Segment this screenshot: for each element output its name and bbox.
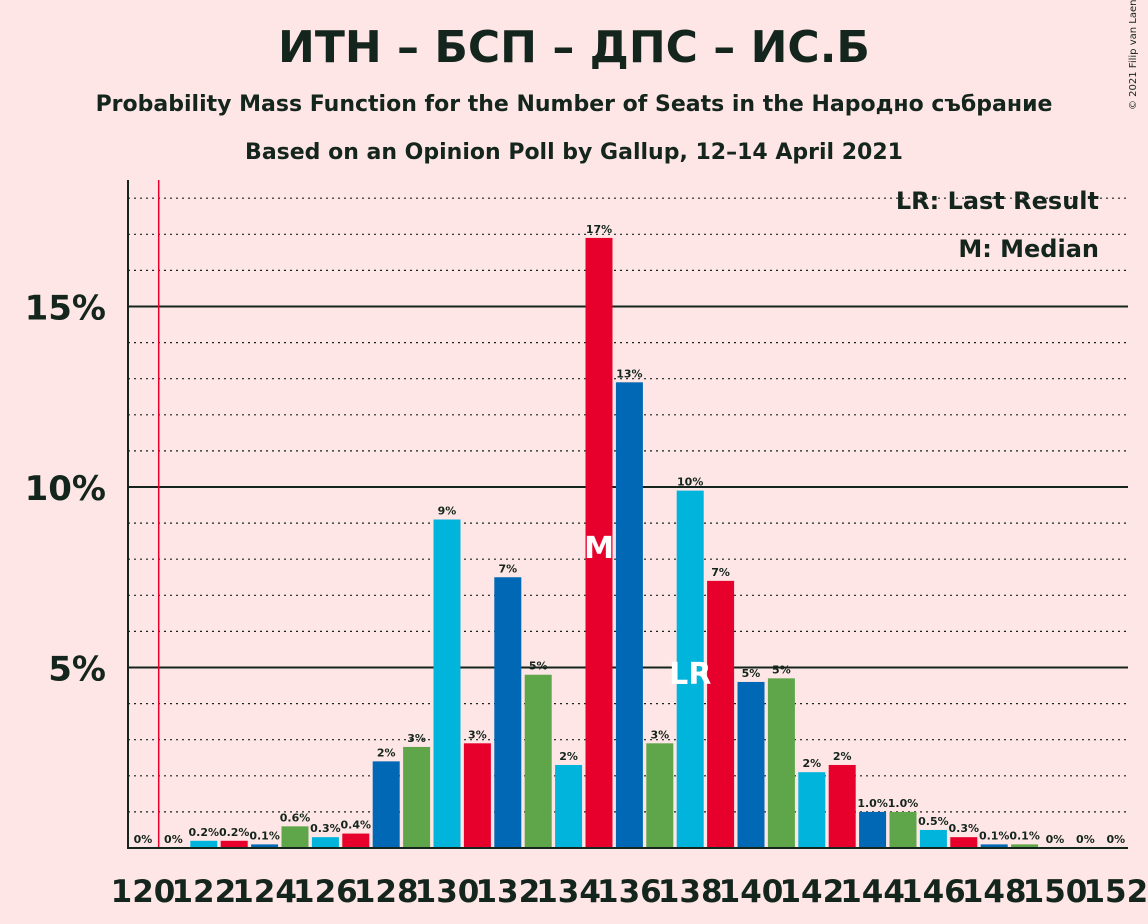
bar-value-label: 10% — [677, 476, 703, 489]
bar-value-label: 9% — [438, 504, 457, 517]
bar-value-label: 0% — [1106, 833, 1125, 846]
x-tick-label: 146 — [901, 874, 966, 910]
x-tick-label: 122 — [171, 874, 236, 910]
x-tick-label: 144 — [840, 874, 905, 910]
bar-seat-127 — [342, 833, 370, 848]
bar-value-label: 0% — [1046, 833, 1065, 846]
bar-seat-124 — [251, 844, 279, 848]
bar-seat-122 — [190, 840, 218, 848]
bar-seat-138 — [676, 490, 704, 848]
bar-value-label: 0.2% — [219, 826, 250, 839]
bar-seat-139 — [707, 580, 735, 848]
bar-seat-145 — [889, 811, 917, 848]
y-tick-label: 10% — [25, 469, 106, 509]
bar-seat-136 — [615, 382, 643, 848]
bar-value-label: 0% — [134, 833, 153, 846]
x-tick-label: 132 — [475, 874, 540, 910]
bar-value-label: 2% — [559, 750, 578, 763]
bar-value-label: 5% — [772, 663, 791, 676]
bar-value-label: 1.0% — [888, 797, 919, 810]
bar-seat-143 — [828, 764, 856, 848]
bar-seat-130 — [433, 519, 461, 848]
chart-title: ИТН – БСП – ДПС – ИС.Б — [278, 22, 870, 73]
bar-value-label: 0.5% — [918, 815, 949, 828]
y-tick-label: 5% — [48, 650, 106, 690]
bar-value-label: 0% — [1076, 833, 1095, 846]
x-tick-label: 120 — [111, 874, 176, 910]
bar-seat-129 — [403, 746, 431, 848]
x-tick-label: 134 — [536, 874, 601, 910]
last-result-marker: LR — [669, 657, 711, 692]
x-tick-label: 128 — [354, 874, 419, 910]
bar-value-label: 17% — [586, 223, 612, 236]
legend-median: M: Median — [958, 235, 1099, 263]
x-tick-label: 148 — [962, 874, 1027, 910]
chart-subtitle: Probability Mass Function for the Number… — [95, 92, 1053, 117]
bar-value-label: 0.2% — [189, 826, 220, 839]
bar-value-label: 3% — [650, 728, 669, 741]
bar-seat-128 — [372, 761, 400, 848]
bar-value-label: 0.6% — [280, 811, 311, 824]
x-tick-label: 140 — [719, 874, 784, 910]
bar-seat-134 — [555, 764, 583, 848]
x-tick-label: 124 — [232, 874, 297, 910]
bar-seat-147 — [950, 837, 978, 848]
x-tick-label: 136 — [597, 874, 662, 910]
x-tick-label: 150 — [1023, 874, 1088, 910]
bar-seat-141 — [767, 678, 795, 848]
x-tick-label: 130 — [415, 874, 480, 910]
bar-value-label: 5% — [529, 660, 548, 673]
bar-value-label: 7% — [498, 562, 517, 575]
bar-value-label: 2% — [802, 757, 821, 770]
y-tick-label: 15% — [25, 289, 106, 329]
bar-seat-144 — [859, 811, 887, 848]
x-tick-label: 138 — [658, 874, 723, 910]
bar-value-label: 13% — [616, 367, 642, 380]
bar-value-label: 2% — [833, 750, 852, 763]
bar-seat-148 — [980, 844, 1008, 848]
bar-value-label: 0.3% — [949, 822, 980, 835]
bar-seat-140 — [737, 681, 765, 848]
x-tick-label: 152 — [1083, 874, 1148, 910]
legend-last-result: LR: Last Result — [896, 187, 1099, 215]
bar-value-label: 0.1% — [979, 829, 1010, 842]
x-tick-label: 142 — [779, 874, 844, 910]
bar-value-label: 5% — [742, 667, 761, 680]
bar-value-label: 3% — [407, 732, 426, 745]
bar-seat-125 — [281, 826, 309, 848]
bar-value-label: 0.4% — [341, 819, 372, 832]
bar-value-label: 1.0% — [857, 797, 888, 810]
bar-value-label: 0.1% — [249, 829, 280, 842]
bar-seat-133 — [524, 674, 552, 848]
chart-subtitle-source: Based on an Opinion Poll by Gallup, 12–1… — [245, 140, 903, 165]
bar-seat-135 — [585, 237, 613, 848]
bar-value-label: 3% — [468, 728, 487, 741]
bar-value-label: 2% — [377, 746, 396, 759]
bar-value-label: 0.3% — [310, 822, 341, 835]
bar-seat-132 — [494, 577, 522, 848]
bar-seat-126 — [311, 837, 339, 848]
bar-seat-142 — [798, 772, 826, 848]
bar-seat-137 — [646, 743, 674, 848]
bar-seat-131 — [463, 743, 491, 848]
median-marker: M — [584, 531, 614, 566]
x-tick-label: 126 — [293, 874, 358, 910]
bar-value-label: 0% — [164, 833, 183, 846]
bar-value-label: 7% — [711, 566, 730, 579]
bar-value-label: 0.1% — [1009, 829, 1040, 842]
bar-seat-146 — [919, 829, 947, 848]
bar-seat-123 — [220, 840, 248, 848]
bar-seat-149 — [1011, 844, 1039, 848]
